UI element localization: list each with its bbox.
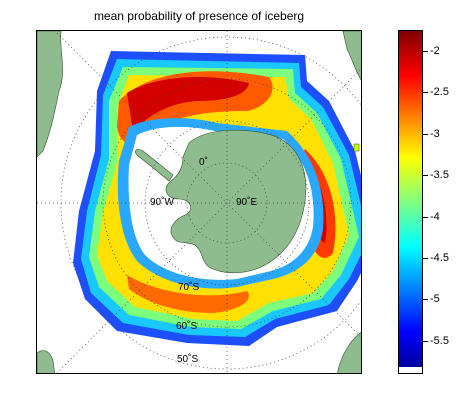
lon-label-90w: 90˚W: [150, 197, 174, 208]
lat-label-60s: 60˚S: [176, 321, 198, 332]
lower-left-landmass: [37, 350, 56, 373]
colorbar-tick: [423, 258, 428, 259]
colorbar-tick: [423, 299, 428, 300]
colorbar-tick: [423, 92, 428, 93]
south-america-landmass: [37, 31, 63, 158]
colorbar: [398, 30, 423, 374]
colorbar-tick-label: -5: [430, 293, 440, 305]
map-title: mean probability of presence of iceberg: [93, 9, 305, 23]
colorbar-gradient: [399, 31, 422, 373]
lon-label-0: 0˚: [199, 157, 208, 168]
colorbar-tick: [423, 175, 428, 176]
antarctica-landmass: [165, 129, 307, 274]
weddell-max-zone: [127, 77, 249, 131]
colorbar-tick-label: -2.5: [430, 86, 449, 98]
small-island: [353, 143, 360, 152]
graticule: [37, 31, 361, 373]
colorbar-tick-label: -4.5: [430, 252, 449, 264]
map-panel: [36, 30, 362, 374]
map-canvas: [37, 31, 361, 373]
graticule-circle-50s: [60, 36, 361, 370]
colorbar-tick-label: -5.5: [430, 335, 449, 347]
graticule-line-diag1: [56, 32, 361, 338]
colorbar-tick: [423, 217, 428, 218]
colorbar-tick-label: -4: [430, 211, 440, 223]
ross-sea-high-zone: [127, 275, 249, 313]
colorbar-tick: [423, 51, 428, 52]
colorbar-tick-label: -3: [430, 128, 440, 140]
lon-label-90e: 90˚E: [236, 197, 258, 208]
lat-label-70s: 70˚S: [178, 282, 200, 293]
graticule-line-diag2: [56, 68, 361, 373]
colorbar-tick-label: -3.5: [430, 169, 449, 181]
colorbar-tick: [423, 134, 428, 135]
lat-label-50s: 50˚S: [177, 354, 199, 365]
australia-landmass: [337, 332, 361, 373]
colorbar-tick: [423, 341, 428, 342]
africa-landmass: [342, 31, 361, 81]
colorbar-tick-label: -2: [430, 45, 440, 57]
